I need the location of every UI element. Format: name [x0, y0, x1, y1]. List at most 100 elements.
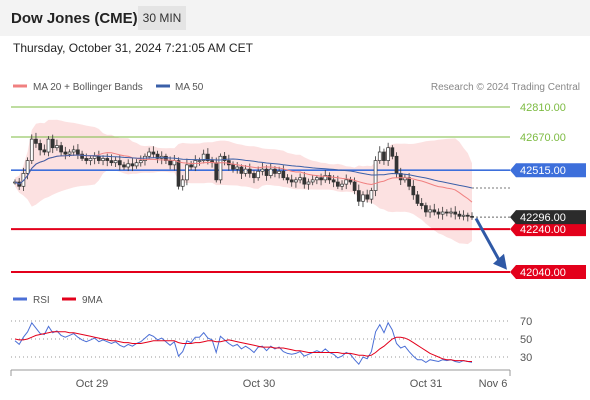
current-price-label: 42296.00 [520, 212, 566, 224]
level-label-2: 42515.00 [520, 165, 566, 177]
candle-body [134, 162, 139, 167]
candle-body [214, 162, 219, 181]
candle-body [80, 153, 84, 159]
candle-body [34, 138, 38, 144]
level-tag-3 [510, 222, 586, 237]
candle-body [256, 170, 261, 179]
candle-body [88, 158, 93, 161]
candle-body [84, 158, 89, 161]
candle-body [394, 155, 399, 174]
candle-body [130, 163, 135, 167]
rsi-line [14, 321, 473, 366]
candle-body [168, 160, 172, 166]
header-bar: Dow Jones (CME) 30 MIN [0, 0, 590, 36]
candle-body [71, 149, 76, 153]
candle-body [235, 166, 240, 170]
candle-body [197, 160, 202, 162]
candle-body [281, 170, 286, 179]
candle-body [164, 155, 168, 161]
candle-body [428, 209, 432, 213]
rsi-panel: 30 50 70 [11, 316, 532, 366]
level-label-3: 42240.00 [520, 224, 566, 236]
candle-body [348, 179, 353, 183]
candle-body [377, 151, 382, 161]
candle-body [440, 211, 445, 215]
candle-body [29, 138, 34, 161]
candle-body [42, 149, 47, 153]
legend-ma50-label: MA 50 [175, 82, 204, 93]
candle-body [302, 177, 307, 185]
candle-body [465, 214, 470, 217]
candle-body [231, 164, 235, 170]
candle-body [25, 160, 30, 174]
candle-body [113, 160, 118, 164]
candle-body [151, 151, 156, 155]
candle-body [331, 179, 336, 183]
level-label-4: 42040.00 [520, 267, 566, 279]
candle-body [340, 183, 344, 187]
candle-body [382, 151, 386, 161]
candle-body [415, 194, 420, 204]
x-tick-oct31: Oct 31 [410, 378, 442, 390]
candle-body [109, 160, 114, 164]
candle-body [155, 153, 160, 159]
instrument-title: Dow Jones (CME) [11, 10, 138, 27]
candle-body [344, 179, 349, 185]
ma50-line [14, 154, 473, 189]
current-price-tag [510, 210, 586, 225]
attribution: Research © 2024 Trading Central [431, 82, 580, 93]
x-tick-oct29: Oct 29 [76, 378, 108, 390]
candle-body [92, 155, 97, 159]
candle-body [117, 160, 122, 166]
candle-body [105, 158, 110, 161]
candle-body [335, 181, 340, 187]
candle-body [185, 164, 189, 181]
level-tag-4 [510, 265, 586, 279]
candle-body [260, 168, 265, 172]
candle-body [264, 168, 269, 176]
legend-ma20-label: MA 20 + Bollinger Bands [33, 82, 143, 93]
candle-body [319, 177, 323, 181]
candle-body [461, 214, 466, 217]
candle-body [373, 160, 378, 191]
candle-body [76, 149, 80, 155]
candle-body [38, 143, 43, 151]
candle-body [436, 211, 441, 215]
candle-body [457, 213, 462, 217]
level-tag-2 [510, 163, 586, 178]
candle-body [315, 177, 319, 181]
rsi-tick-50: 50 [520, 334, 532, 346]
candle-body [424, 205, 428, 213]
legend-rsi-label: RSI [33, 295, 50, 306]
candle-body [222, 155, 227, 161]
candle-body [419, 203, 424, 206]
level-label-1: 42670.00 [520, 132, 566, 144]
candle-body [306, 181, 311, 185]
candle-body [206, 153, 210, 161]
candle-body [268, 168, 273, 176]
candle-body [101, 158, 105, 161]
candle-body [63, 151, 68, 155]
candle-body [356, 190, 361, 202]
candle-body [352, 181, 357, 191]
candle-body [289, 179, 294, 183]
candle-body [390, 147, 395, 157]
candle-body [298, 177, 302, 181]
candle-body [277, 170, 281, 174]
candle-body [365, 194, 370, 200]
candle-body [285, 177, 290, 181]
rsi-9ma-line [14, 331, 472, 362]
candle-body [252, 173, 256, 179]
candle-body [180, 179, 185, 187]
candle-body [67, 151, 72, 155]
candle-body [386, 147, 390, 161]
timeframe-badge[interactable]: 30 MIN [138, 6, 186, 30]
candle-body [50, 138, 55, 149]
x-tick-nov6: Nov 6 [479, 378, 508, 390]
candle-body [294, 179, 298, 183]
candle-body [310, 179, 315, 183]
candle-body [432, 209, 437, 213]
candle-body [444, 211, 449, 214]
candle-body [122, 164, 126, 168]
price-panel: 42810.00 42670.00 42515.00 42240.00 42040.00… [11, 102, 586, 279]
